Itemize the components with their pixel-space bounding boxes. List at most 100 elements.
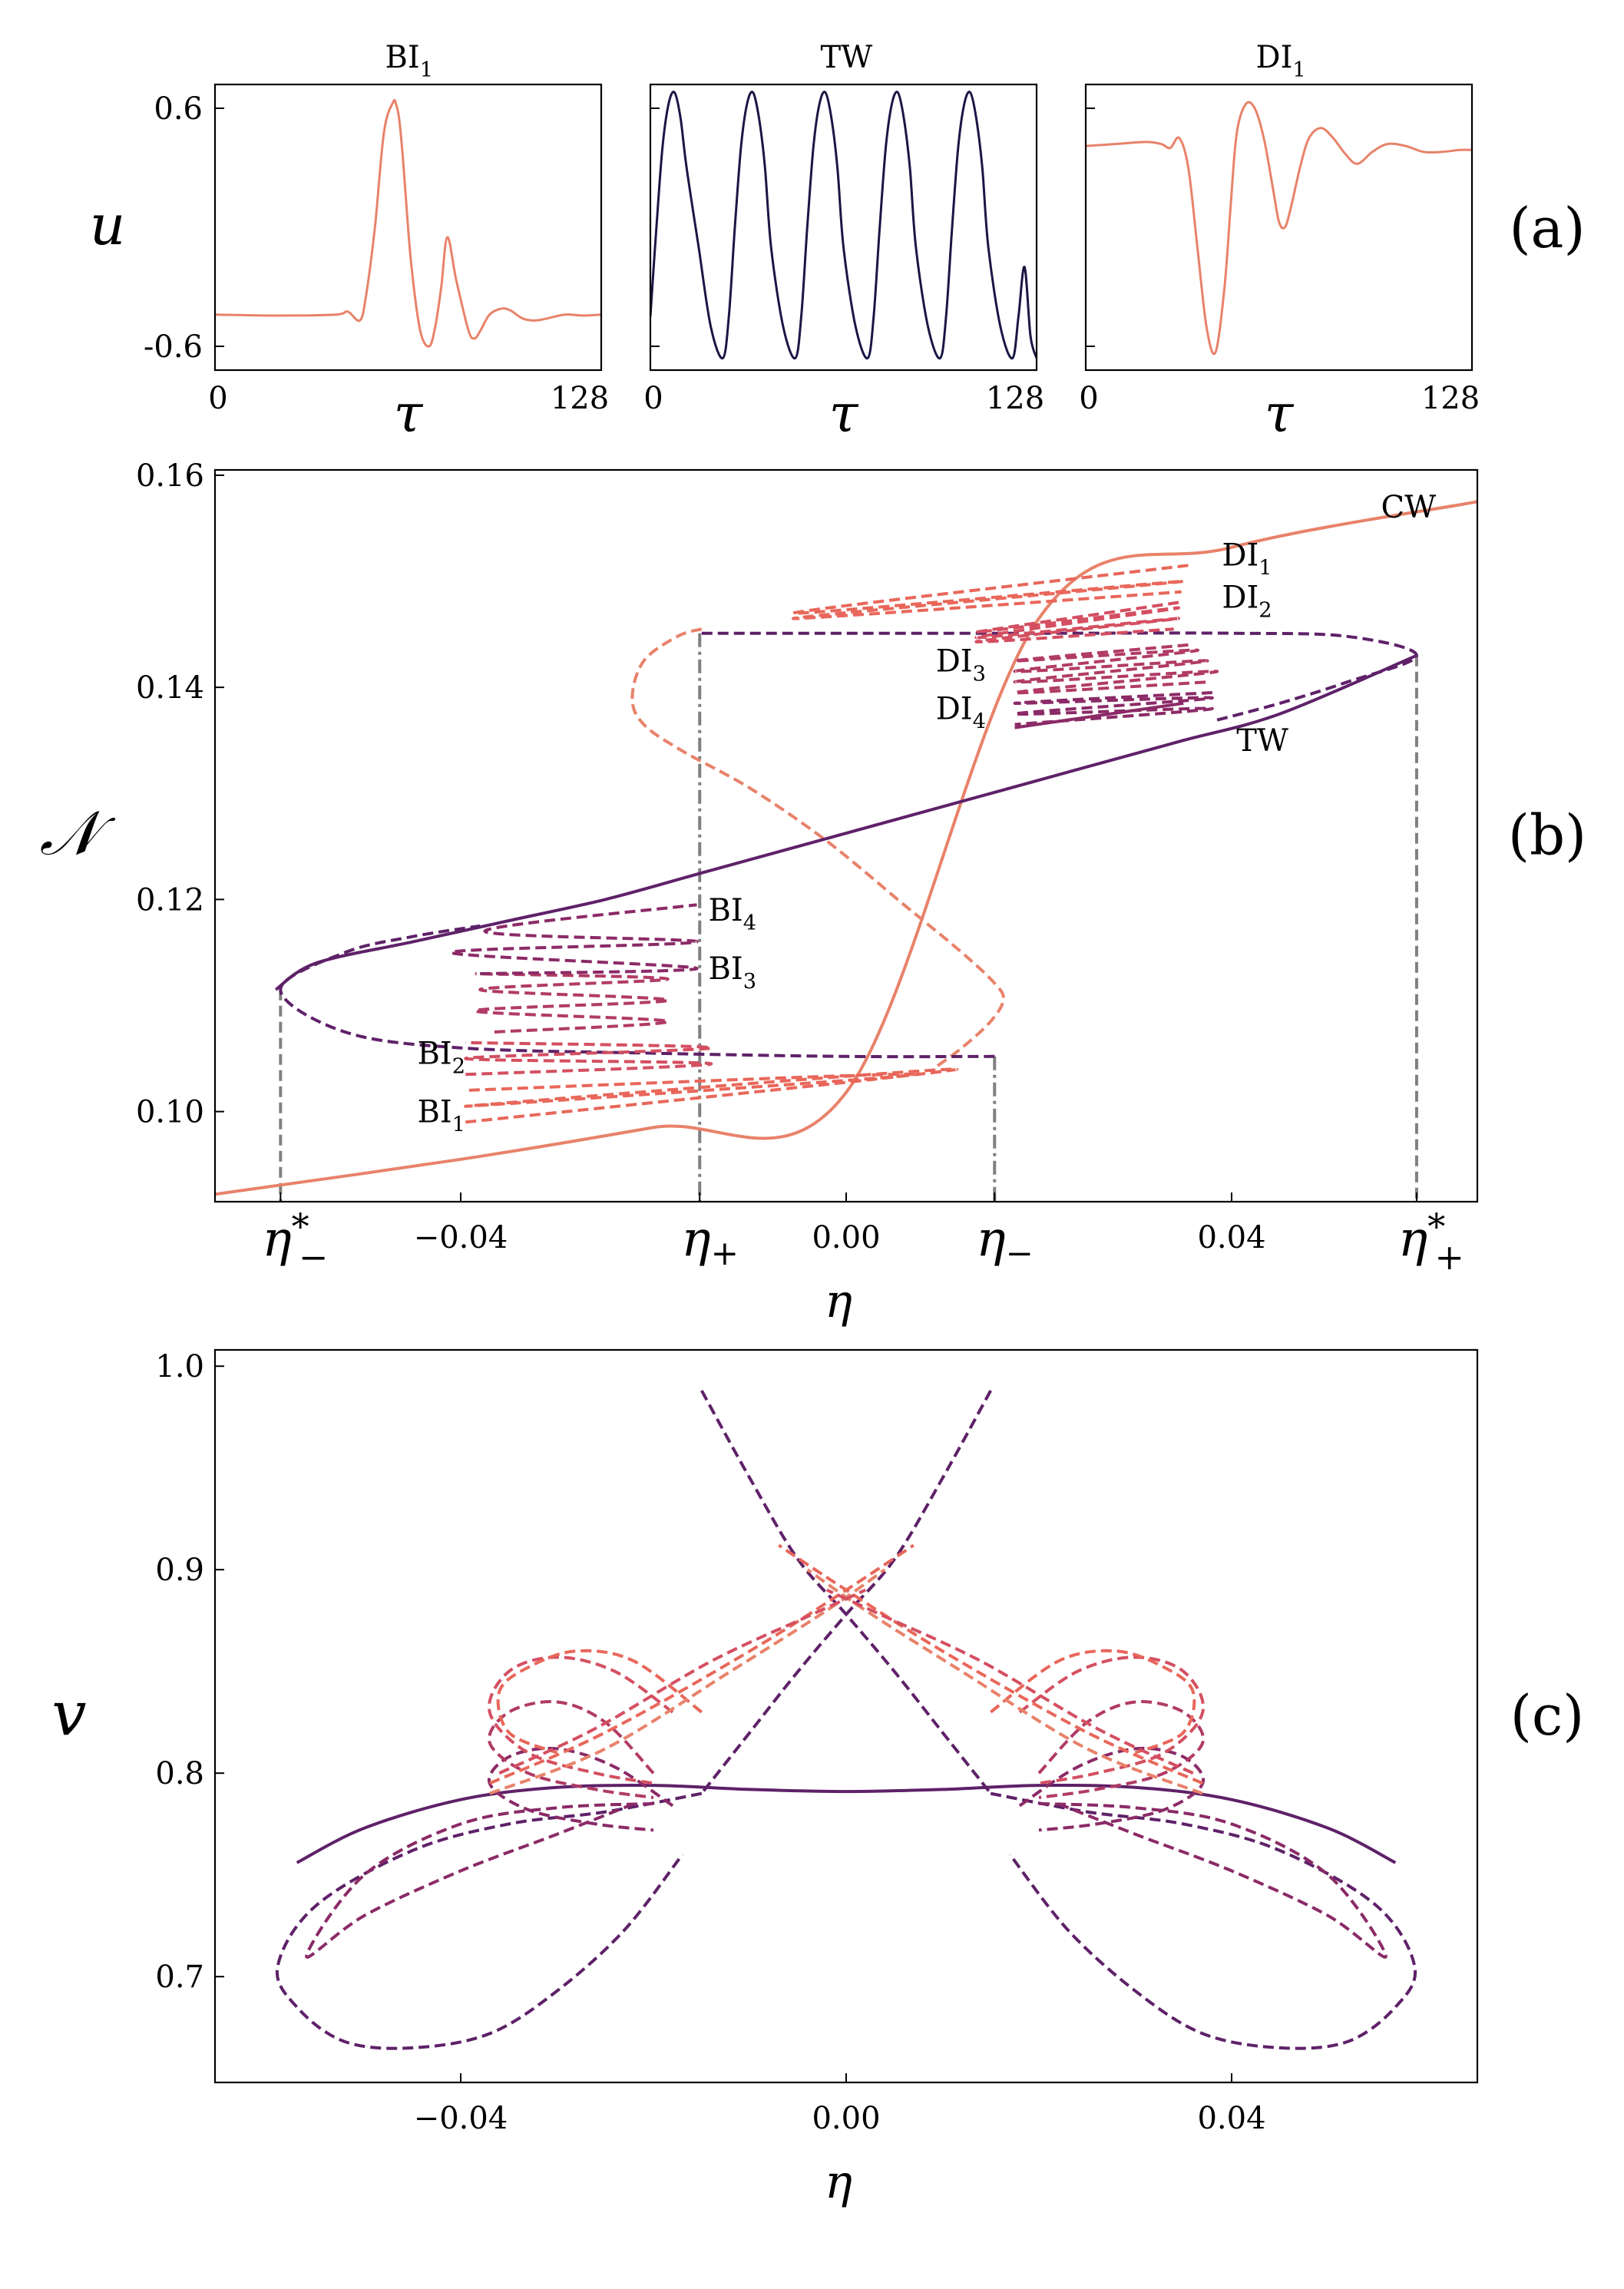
series-c-2 <box>700 1390 992 1794</box>
xtick-label-a3-1: 128 <box>1421 381 1480 416</box>
annotation-7-sub: 3 <box>743 970 756 994</box>
annotation-5-main: TW <box>1236 723 1288 759</box>
annotation-6: BI4 <box>709 893 757 935</box>
annotation-9-sub: 1 <box>452 1113 465 1136</box>
title-a3-main: DI <box>1256 40 1293 75</box>
xlabel-a2: τ <box>829 384 859 445</box>
xtick-label-b-1: 0.00 <box>812 1220 880 1255</box>
series-group-b <box>215 500 1477 1202</box>
panel-a3-frame <box>1084 83 1474 372</box>
series-b-11 <box>464 1040 713 1077</box>
special-xtick-label-1-sub: + <box>711 1235 739 1273</box>
annotation-0-main: DI <box>1222 538 1259 573</box>
special-xtick-label-1: η+ <box>681 1211 739 1273</box>
panel-c-frame <box>213 1348 1479 2084</box>
series-b-13 <box>449 903 699 976</box>
special-xtick-label-1-main: η <box>681 1211 710 1268</box>
series-b-2 <box>274 653 1417 991</box>
series-c-13 <box>496 1649 703 1755</box>
annotation-7-main: BI <box>709 951 743 987</box>
series-b-0 <box>215 500 1477 1196</box>
series-b-4 <box>279 924 995 1059</box>
panel-b-bifurcation: −0.04 0.00 0.040.160.140.120.10η* − η+ η− η* +D… <box>40 458 1586 1328</box>
title-a2: TW <box>821 40 873 75</box>
panel-tag-b: (b) <box>1508 803 1586 868</box>
series-group-c <box>275 1390 1417 2050</box>
xtick-label-c-2: 0.04 <box>1197 2101 1265 2136</box>
ytick-label-a1-1: -0.6 <box>144 329 203 365</box>
annotation-1-sub: 2 <box>1259 599 1272 623</box>
annotation-0: DI1 <box>1222 538 1272 580</box>
xtick-label-a3-0: 0 <box>1079 381 1098 416</box>
annotation-3: DI4 <box>936 692 986 734</box>
annotation-7: BI3 <box>709 951 757 994</box>
annotation-2: DI3 <box>936 643 986 686</box>
series-b-5 <box>791 564 1189 620</box>
series-c-16 <box>778 1543 1204 1785</box>
series-b-3 <box>701 631 1418 723</box>
series-c-4 <box>990 1791 1417 2050</box>
special-xtick-label-2: η− <box>976 1211 1034 1273</box>
series-c-0 <box>296 1783 1397 1864</box>
series-c-19 <box>498 1588 866 1775</box>
special-xtick-label-3-main: η <box>1398 1211 1427 1268</box>
special-xtick-label-0-sub: − <box>299 1236 329 1278</box>
series-c-6 <box>1038 1801 1388 1959</box>
xlabel-b: η <box>825 1275 852 1328</box>
xtick-label-a2-0: 0 <box>643 381 663 416</box>
series-c-1 <box>700 1390 992 1794</box>
annotation-1-main: DI <box>1222 581 1259 616</box>
annotation-8-sub: 2 <box>452 1054 465 1078</box>
xlabel-a3: τ <box>1265 384 1295 445</box>
annotation-1: DI2 <box>1222 581 1272 623</box>
ylabel-a1: u <box>90 193 125 257</box>
ytick-label-c-3: 0.7 <box>155 1960 204 1995</box>
ytick-label-b-1: 0.14 <box>136 670 204 706</box>
annotation-6-main: BI <box>709 893 743 928</box>
xtick-label-a2-1: 128 <box>986 381 1044 416</box>
annotation-3-sub: 4 <box>973 710 986 734</box>
annotation-0-sub: 1 <box>1259 556 1272 580</box>
series-group-a1 <box>215 98 601 348</box>
series-c-3 <box>275 1791 703 2050</box>
panel-tag-c: (c) <box>1510 1683 1585 1748</box>
ytick-label-b-3: 0.10 <box>136 1095 204 1130</box>
special-xtick-label-0-sup: * <box>292 1206 309 1247</box>
series-c-8 <box>1018 1746 1206 1832</box>
title-a3: DI1 <box>1256 40 1306 82</box>
ytick-label-b-0: 0.16 <box>136 458 204 494</box>
series-c-20 <box>826 1588 1194 1775</box>
ytick-label-a1-0: 0.6 <box>154 91 203 127</box>
series-b-10 <box>464 1067 959 1124</box>
series-a3-0 <box>1086 101 1472 356</box>
xtick-label-c-0: −0.04 <box>414 2101 508 2136</box>
title-a3-sub: 1 <box>1292 58 1305 82</box>
xtick-label-a1-0: 0 <box>208 381 227 416</box>
panel-c-velocity: −0.04 0.00 0.04 1.0 0.9 0.8 0.7 η v (c) <box>51 1348 1585 2209</box>
series-b-7 <box>1013 643 1219 695</box>
series-c-12 <box>1018 1656 1206 1785</box>
special-xtick-label-0: η* − <box>262 1206 328 1278</box>
special-xtick-label-0-main: η <box>262 1211 291 1268</box>
panel-a2-frame <box>649 83 1038 372</box>
series-group-a3 <box>1086 101 1472 356</box>
xlabel-a1: τ <box>394 384 424 445</box>
special-xtick-label-3: η* + <box>1398 1206 1464 1278</box>
series-c-5 <box>305 1801 654 1959</box>
annotation-2-main: DI <box>936 643 973 679</box>
series-a2-0 <box>650 91 1037 359</box>
series-b-9 <box>1014 701 1184 729</box>
ytick-label-c-2: 0.8 <box>155 1756 204 1791</box>
series-b-1 <box>630 627 1005 1071</box>
title-a1-main: BI <box>385 40 420 75</box>
xtick-label-a1-1: 128 <box>551 381 609 416</box>
ylabel-b: 𝒩 <box>40 798 116 869</box>
xtick-label-b-2: 0.04 <box>1197 1220 1265 1255</box>
title-a1-sub: 1 <box>420 58 433 82</box>
series-group-a2 <box>650 91 1037 359</box>
panel-a1-frame <box>213 83 603 372</box>
xtick-label-c-1: 0.00 <box>812 2101 880 2136</box>
series-b-8 <box>1013 691 1214 726</box>
